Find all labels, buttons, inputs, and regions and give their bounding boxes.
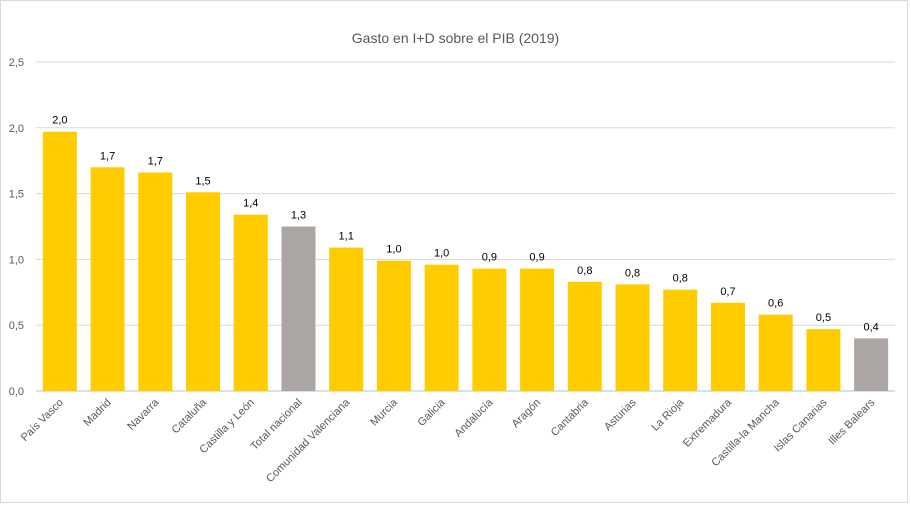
data-label: 0,9 bbox=[529, 252, 544, 264]
bar bbox=[42, 131, 77, 392]
x-tick-label: Asturias bbox=[602, 396, 639, 433]
x-tick-label: Andalucía bbox=[452, 396, 496, 440]
bar bbox=[186, 192, 221, 391]
data-label: 1,0 bbox=[434, 248, 449, 260]
y-tick-label: 1,5 bbox=[9, 189, 24, 201]
bar bbox=[663, 289, 698, 391]
y-tick-label: 2,0 bbox=[9, 123, 24, 135]
bar bbox=[567, 281, 602, 391]
bar bbox=[854, 338, 889, 391]
data-label: 0,6 bbox=[768, 298, 783, 310]
x-tick-label: País Vasco bbox=[19, 397, 66, 444]
data-label: 1,3 bbox=[291, 210, 306, 222]
y-tick-label: 2,5 bbox=[9, 57, 24, 69]
data-label: 1,7 bbox=[148, 156, 163, 168]
bar bbox=[281, 226, 316, 391]
bar bbox=[376, 260, 411, 391]
y-tick-label: 0,5 bbox=[9, 320, 24, 332]
data-label: 1,0 bbox=[386, 244, 401, 256]
x-tick-label: Illes Balears bbox=[826, 396, 877, 447]
bar bbox=[329, 247, 364, 391]
x-tick-label: Cantabria bbox=[549, 396, 592, 439]
data-label: 1,7 bbox=[100, 150, 115, 162]
data-label: 1,1 bbox=[339, 231, 354, 243]
x-tick-label: Navarra bbox=[125, 396, 162, 433]
y-tick-label: 0,0 bbox=[9, 386, 24, 398]
data-label: 0,5 bbox=[816, 312, 831, 324]
bar bbox=[424, 264, 459, 391]
bar bbox=[233, 214, 268, 391]
data-label: 1,4 bbox=[243, 198, 258, 210]
x-tick-label: Extremadura bbox=[681, 396, 735, 450]
data-label: 0,8 bbox=[625, 267, 640, 279]
data-label: 2,0 bbox=[52, 115, 67, 127]
bar bbox=[138, 172, 173, 391]
x-tick-label: Cataluña bbox=[170, 396, 210, 436]
bar bbox=[90, 167, 125, 391]
x-tick-label: Galicia bbox=[415, 396, 448, 429]
data-label: 1,5 bbox=[195, 175, 210, 187]
bar bbox=[758, 314, 793, 391]
data-label: 0,8 bbox=[577, 265, 592, 277]
x-tick-label: Comunidad Valenciana bbox=[264, 396, 353, 485]
bar bbox=[710, 302, 745, 391]
data-label: 0,8 bbox=[673, 273, 688, 285]
chart-title: Gasto en I+D sobre el PIB (2019) bbox=[351, 30, 560, 46]
x-tick-label: Madrid bbox=[81, 397, 113, 429]
bar bbox=[472, 268, 507, 391]
x-tick-label: Murcia bbox=[368, 396, 400, 428]
bar bbox=[520, 268, 555, 391]
x-tick-label: Aragón bbox=[510, 397, 544, 431]
x-tick-label: La Rioja bbox=[649, 396, 687, 434]
data-label: 0,7 bbox=[720, 286, 735, 298]
y-tick-label: 1,0 bbox=[9, 254, 24, 266]
data-label: 0,4 bbox=[863, 321, 878, 333]
bar bbox=[615, 284, 650, 391]
bar bbox=[806, 329, 841, 391]
data-label: 0,9 bbox=[482, 252, 497, 264]
